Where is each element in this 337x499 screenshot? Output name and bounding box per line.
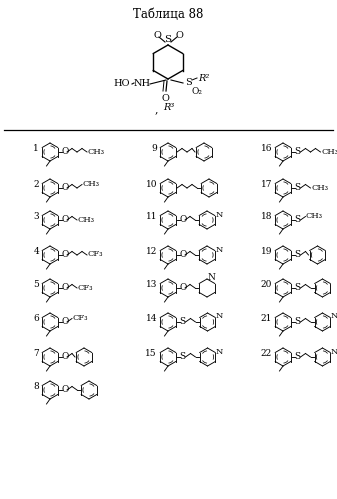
- Text: O₂: O₂: [191, 86, 202, 95]
- Text: S: S: [295, 250, 301, 259]
- Text: 13: 13: [146, 280, 157, 289]
- Text: 3: 3: [33, 212, 39, 221]
- Text: HO: HO: [114, 78, 130, 87]
- Text: 9: 9: [151, 144, 157, 153]
- Text: S: S: [180, 317, 186, 326]
- Text: O: O: [61, 183, 69, 192]
- Text: 15: 15: [145, 349, 157, 358]
- Text: N: N: [208, 273, 215, 282]
- Text: CF₃: CF₃: [88, 250, 103, 258]
- Text: O: O: [180, 215, 187, 224]
- Text: CH₃: CH₃: [78, 216, 94, 224]
- Text: N: N: [331, 347, 337, 355]
- Text: 16: 16: [261, 144, 272, 153]
- Text: 6: 6: [33, 314, 39, 323]
- Text: 21: 21: [261, 314, 272, 323]
- Text: 1: 1: [33, 144, 39, 153]
- Text: NH: NH: [133, 78, 151, 87]
- Text: S: S: [295, 352, 301, 361]
- Text: R²: R²: [198, 73, 209, 82]
- Text: S: S: [164, 34, 172, 43]
- Text: O: O: [61, 352, 69, 361]
- Text: O: O: [61, 385, 69, 394]
- Text: R³: R³: [163, 102, 174, 111]
- Text: O: O: [175, 30, 183, 39]
- Text: ,: ,: [154, 104, 158, 114]
- Text: 7: 7: [33, 349, 39, 358]
- Text: 8: 8: [33, 382, 39, 391]
- Text: N: N: [215, 211, 223, 219]
- Text: S: S: [185, 77, 191, 86]
- Text: O: O: [153, 30, 161, 39]
- Text: 18: 18: [261, 212, 272, 221]
- Text: CH₃: CH₃: [321, 148, 337, 156]
- Text: S: S: [295, 183, 301, 192]
- Text: O: O: [61, 283, 69, 292]
- Text: 5: 5: [33, 280, 39, 289]
- Text: S: S: [295, 317, 301, 326]
- Text: O: O: [61, 317, 69, 326]
- Text: CF₃: CF₃: [72, 314, 88, 322]
- Text: CH₃: CH₃: [88, 148, 104, 156]
- Text: CH₃: CH₃: [83, 180, 99, 188]
- Text: 19: 19: [261, 247, 272, 256]
- Text: 14: 14: [146, 314, 157, 323]
- Text: N: N: [331, 312, 337, 320]
- Text: N: N: [215, 246, 223, 253]
- Text: S: S: [295, 147, 301, 156]
- Text: 4: 4: [33, 247, 39, 256]
- Text: N: N: [216, 347, 223, 355]
- Text: O: O: [61, 215, 69, 224]
- Text: S: S: [180, 352, 186, 361]
- Text: S: S: [295, 283, 301, 292]
- Text: N: N: [216, 312, 223, 320]
- Text: S: S: [295, 215, 301, 224]
- Text: O: O: [61, 250, 69, 259]
- Text: 12: 12: [146, 247, 157, 256]
- Text: 17: 17: [261, 180, 272, 189]
- Text: 20: 20: [261, 280, 272, 289]
- Text: O: O: [61, 147, 69, 156]
- Text: CH₃: CH₃: [311, 184, 328, 192]
- Text: 11: 11: [146, 212, 157, 221]
- Text: 2: 2: [33, 180, 39, 189]
- Text: CF₃: CF₃: [78, 283, 93, 291]
- Text: O: O: [180, 283, 187, 292]
- Text: 10: 10: [146, 180, 157, 189]
- Text: O: O: [161, 94, 169, 103]
- Text: Таблица 88: Таблица 88: [133, 8, 204, 21]
- Text: O: O: [180, 250, 187, 259]
- Text: CH₃: CH₃: [306, 212, 323, 220]
- Text: 22: 22: [261, 349, 272, 358]
